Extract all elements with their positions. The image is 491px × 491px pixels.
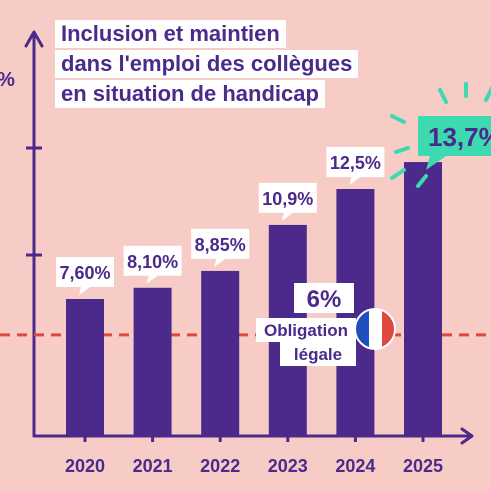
highlight-label-pointer [426,156,446,170]
value-label-text: 10,9% [262,189,313,209]
value-label-pointer [349,177,361,185]
value-label-box [258,182,317,213]
x-tick-label-2021: 2021 [133,456,173,476]
value-label-pointer [281,212,293,221]
value-label-box [123,245,182,276]
value-label-text: 12,5% [330,153,381,173]
value-label-2020: 7,60% [56,257,114,295]
x-tick-label-2023: 2023 [268,456,308,476]
reference-label: 6% Obligation légale [256,283,356,366]
chart-title: Inclusion et maintien dans l'emploi des … [55,20,359,110]
x-tick-label-2024: 2024 [335,456,375,476]
value-label-2025: 13,7% [390,82,491,188]
value-label-pointer [214,258,226,267]
y-axis-arrowhead [24,30,44,48]
x-axis-arrowhead [460,427,474,445]
value-label-2023: 10,9% [258,182,317,221]
france-flag-icon [354,308,396,350]
sparkle-ray [484,86,491,102]
x-tick-label-2025: 2025 [403,456,443,476]
reference-caption-line-1: Obligation [264,321,348,340]
reference-caption-box-2 [280,342,356,366]
value-label-box [191,228,250,259]
x-tick-label-2020: 2020 [65,456,105,476]
sparkle-ray [438,88,448,104]
value-label-pointer [79,287,90,295]
reference-caption-box-1 [256,318,356,342]
sparkle-ray [390,168,406,180]
reference-value-text: 6% [307,286,342,313]
highlight-label-text: 13,7% [428,122,491,152]
chart-title-line-2: dans l'emploi des collègues [55,50,359,78]
value-label-2022: 8,85% [191,228,250,267]
flag-white-stripe [369,309,382,349]
bar-2022 [201,270,240,436]
reference-caption-line-2: légale [294,345,342,364]
sparkle-ray [394,146,410,154]
chart-title-line-1: Inclusion et maintien [55,20,286,48]
highlight-label-box [418,116,491,156]
value-label-2024: 12,5% [326,147,385,185]
value-label-text: 8,10% [127,252,178,272]
flag-outline [354,308,396,350]
sparkle-ray [416,174,428,188]
value-label-box [56,257,114,287]
sparkle-ray [390,114,406,124]
value-label-pointer [146,275,158,284]
bar-2025 [404,162,442,436]
reference-value-box [294,283,354,313]
value-label-text: 7,60% [59,263,110,283]
value-label-text: 8,85% [195,235,246,255]
value-label-2021: 8,10% [123,245,182,284]
y-axis-unit-label: % [0,69,15,91]
bar-2021 [133,287,172,436]
x-tick-label-2022: 2022 [200,456,240,476]
chart-title-line-3: en situation de handicap [55,80,325,108]
bar-2020 [66,299,104,436]
value-label-box [326,147,385,177]
